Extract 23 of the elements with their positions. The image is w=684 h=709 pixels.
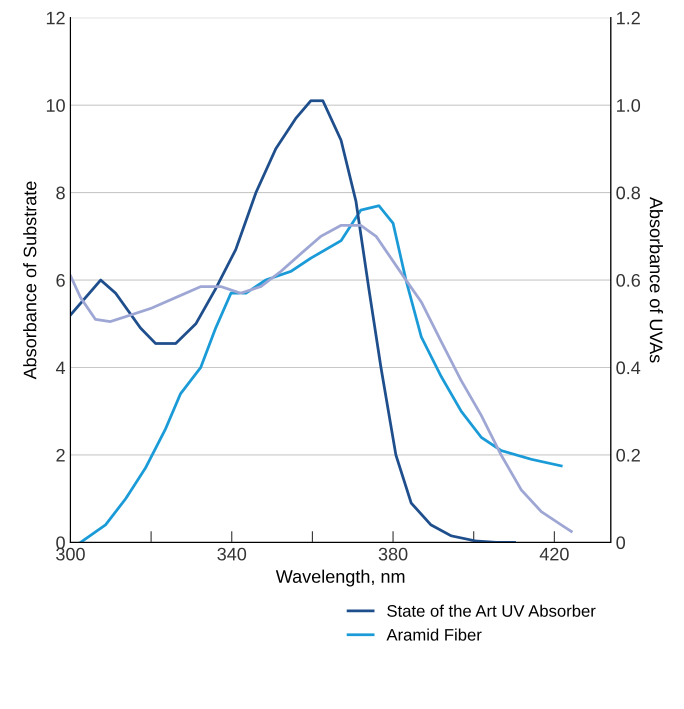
y-tick-label: 6 [56, 274, 65, 287]
y-tick-label: 10 [46, 99, 65, 112]
y-axis-title: Absorbance of Substrate [23, 181, 36, 380]
x-tick-label: 420 [540, 548, 569, 561]
y-tick-label: 8 [56, 186, 65, 200]
y-tick-label: 12 [46, 12, 65, 24]
x-tick-label: 380 [378, 548, 408, 561]
y2-tick-label: 0.8 [616, 186, 640, 200]
legend-label: Aramid Fiber [386, 628, 482, 641]
legend-label: State of the Art UV Absorber [387, 604, 596, 617]
x-tick-label: 340 [217, 548, 246, 561]
y2-axis-title: Absorbance of UVAs [650, 196, 663, 363]
y2-tick-label: 0.4 [616, 361, 640, 374]
y-tick-label: 2 [56, 448, 65, 462]
y2-tick-label: 1.2 [617, 12, 640, 24]
line-series [70, 99, 516, 542]
y2-tick-label: 0.2 [616, 448, 640, 462]
y-tick-label: 4 [56, 362, 66, 374]
x-axis-title: Wavelength, nm [276, 570, 404, 586]
x-tick-label: 300 [56, 548, 85, 561]
y2-tick-label: 0.6 [616, 274, 640, 287]
y2-tick-label: 1.0 [617, 99, 640, 112]
y2-tick-label: 0 [616, 536, 626, 550]
